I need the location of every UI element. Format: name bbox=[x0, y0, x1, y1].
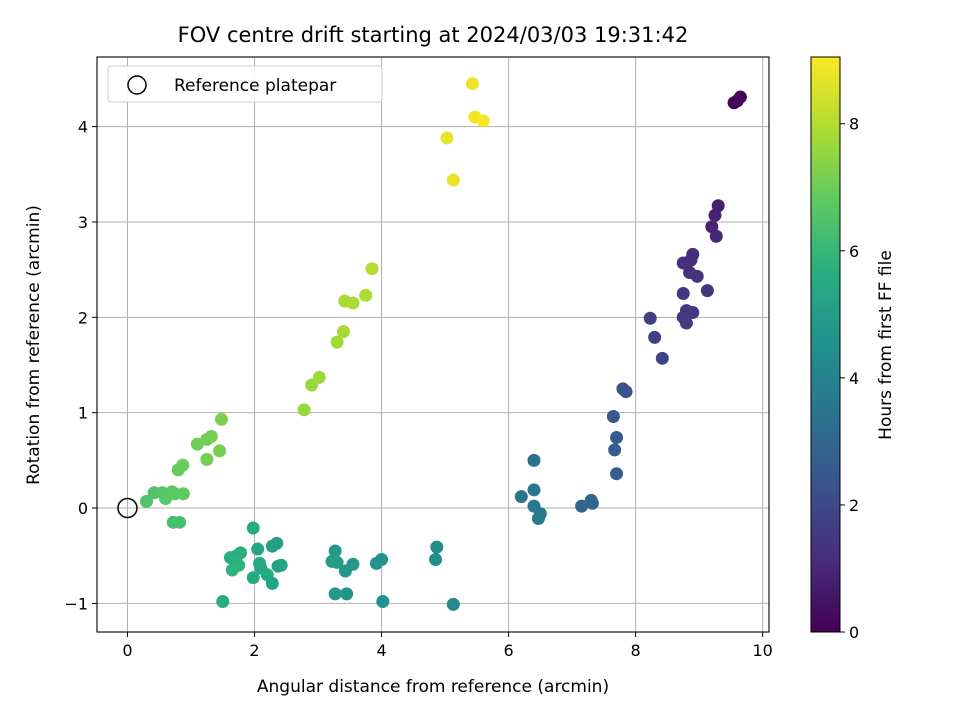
data-point bbox=[213, 444, 227, 458]
data-point bbox=[440, 131, 454, 145]
data-point bbox=[700, 284, 714, 298]
y-tick-label: 3 bbox=[78, 213, 88, 232]
data-point bbox=[330, 335, 344, 349]
plot-frame bbox=[96, 56, 770, 633]
data-point bbox=[330, 555, 344, 569]
x-tick-label: 10 bbox=[752, 641, 772, 660]
data-point bbox=[527, 483, 541, 497]
data-point bbox=[140, 494, 154, 508]
data-point bbox=[690, 269, 704, 283]
data-point bbox=[465, 77, 479, 91]
data-point bbox=[246, 521, 260, 535]
chart-title: FOV centre drift starting at 2024/03/03 … bbox=[178, 23, 689, 47]
data-point bbox=[527, 453, 541, 467]
data-point bbox=[346, 296, 360, 310]
data-point bbox=[446, 597, 460, 611]
y-tick-label: 1 bbox=[78, 404, 88, 423]
data-point bbox=[676, 286, 690, 300]
data-point bbox=[297, 403, 311, 417]
colorbar: 0 2 4 6 8 Hours from first FF file bbox=[810, 56, 896, 642]
data-point bbox=[336, 325, 350, 339]
data-point bbox=[216, 594, 230, 608]
data-point bbox=[648, 330, 662, 344]
x-tick-label: 8 bbox=[631, 641, 641, 660]
y-axis-label: Rotation from reference (arcmin) bbox=[24, 205, 44, 485]
reference-platepar-marker bbox=[117, 497, 138, 519]
data-point bbox=[655, 351, 669, 365]
x-axis-label: Angular distance from reference (arcmin) bbox=[257, 677, 609, 697]
data-point bbox=[265, 539, 279, 553]
reference-marker-layer bbox=[117, 497, 138, 519]
data-point bbox=[328, 544, 342, 558]
data-point bbox=[606, 409, 620, 423]
y-axis-ticks: −1 0 1 2 3 4 bbox=[64, 118, 97, 613]
data-point bbox=[365, 262, 379, 276]
data-point bbox=[709, 229, 723, 243]
colorbar-label: Hours from first FF file bbox=[876, 250, 896, 440]
data-point bbox=[251, 542, 265, 556]
data-point bbox=[610, 430, 624, 444]
data-point bbox=[359, 288, 373, 302]
data-point bbox=[246, 571, 260, 585]
data-point bbox=[176, 458, 190, 472]
data-point bbox=[610, 467, 624, 481]
x-tick-label: 6 bbox=[503, 641, 513, 660]
x-axis-ticks: 0 2 4 6 8 10 bbox=[122, 632, 773, 660]
data-point bbox=[619, 385, 633, 399]
data-points bbox=[140, 77, 747, 611]
data-point bbox=[531, 512, 545, 526]
data-point bbox=[608, 443, 622, 457]
y-tick-label: 2 bbox=[78, 308, 88, 327]
data-point bbox=[476, 114, 490, 128]
data-point bbox=[643, 311, 657, 325]
data-point bbox=[575, 499, 589, 513]
legend-entry-reference: Reference platepar bbox=[174, 76, 336, 96]
data-point bbox=[733, 90, 747, 104]
x-tick-label: 4 bbox=[376, 641, 386, 660]
colorbar-tick-label: 2 bbox=[849, 496, 859, 515]
x-tick-label: 0 bbox=[122, 641, 132, 660]
data-point bbox=[369, 556, 383, 570]
data-point bbox=[204, 430, 218, 444]
colorbar-gradient bbox=[810, 56, 841, 633]
data-point bbox=[328, 587, 342, 601]
data-point bbox=[271, 559, 285, 573]
data-point bbox=[708, 208, 722, 222]
colorbar-tick-label: 0 bbox=[849, 623, 859, 642]
data-point bbox=[340, 587, 354, 601]
data-point bbox=[225, 563, 239, 577]
colorbar-tick-label: 8 bbox=[849, 115, 859, 134]
data-point bbox=[176, 487, 190, 501]
y-tick-label: −1 bbox=[64, 594, 88, 613]
colorbar-tick-label: 6 bbox=[849, 242, 859, 261]
data-point bbox=[585, 496, 599, 510]
grid bbox=[97, 57, 769, 632]
data-point bbox=[676, 256, 690, 270]
legend-marker-reference bbox=[127, 75, 147, 95]
legend-box bbox=[107, 65, 383, 103]
legend: Reference platepar bbox=[107, 65, 383, 103]
y-tick-label: 0 bbox=[78, 499, 88, 518]
data-point bbox=[429, 553, 443, 567]
data-point bbox=[446, 173, 460, 187]
data-point bbox=[338, 564, 352, 578]
y-tick-label: 4 bbox=[78, 118, 88, 137]
data-point bbox=[173, 515, 187, 529]
data-point bbox=[214, 412, 228, 426]
x-tick-label: 2 bbox=[249, 641, 259, 660]
data-point bbox=[430, 540, 444, 554]
data-point bbox=[312, 370, 326, 384]
data-point bbox=[376, 594, 390, 608]
data-point bbox=[260, 568, 274, 582]
colorbar-ticks: 0 2 4 6 8 bbox=[840, 115, 859, 642]
colorbar-tick-label: 4 bbox=[849, 369, 859, 388]
data-point bbox=[200, 452, 214, 466]
data-point bbox=[679, 316, 693, 330]
data-point bbox=[514, 490, 528, 504]
